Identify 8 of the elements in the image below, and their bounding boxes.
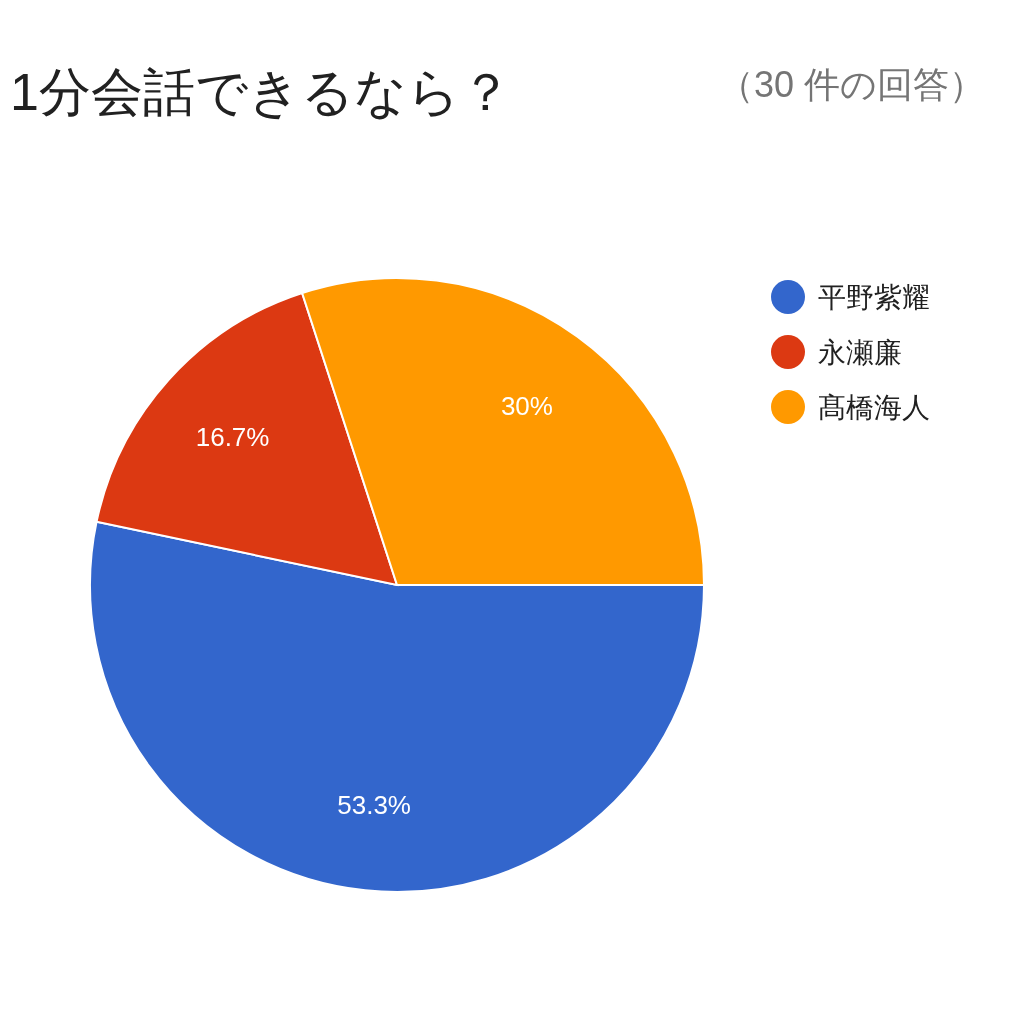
legend-label: 平野紫耀 xyxy=(818,281,930,313)
data-label: 53.3% xyxy=(337,789,411,820)
data-label: 16.7% xyxy=(195,422,270,453)
chart-subtitle: （30 件の回答） xyxy=(718,64,986,105)
data-label: 30% xyxy=(500,391,553,422)
legend-label: 髙橋海人 xyxy=(818,391,930,423)
legend-label: 永瀬廉 xyxy=(818,336,902,368)
chart-title: 1分会話できるなら？ xyxy=(10,63,512,121)
